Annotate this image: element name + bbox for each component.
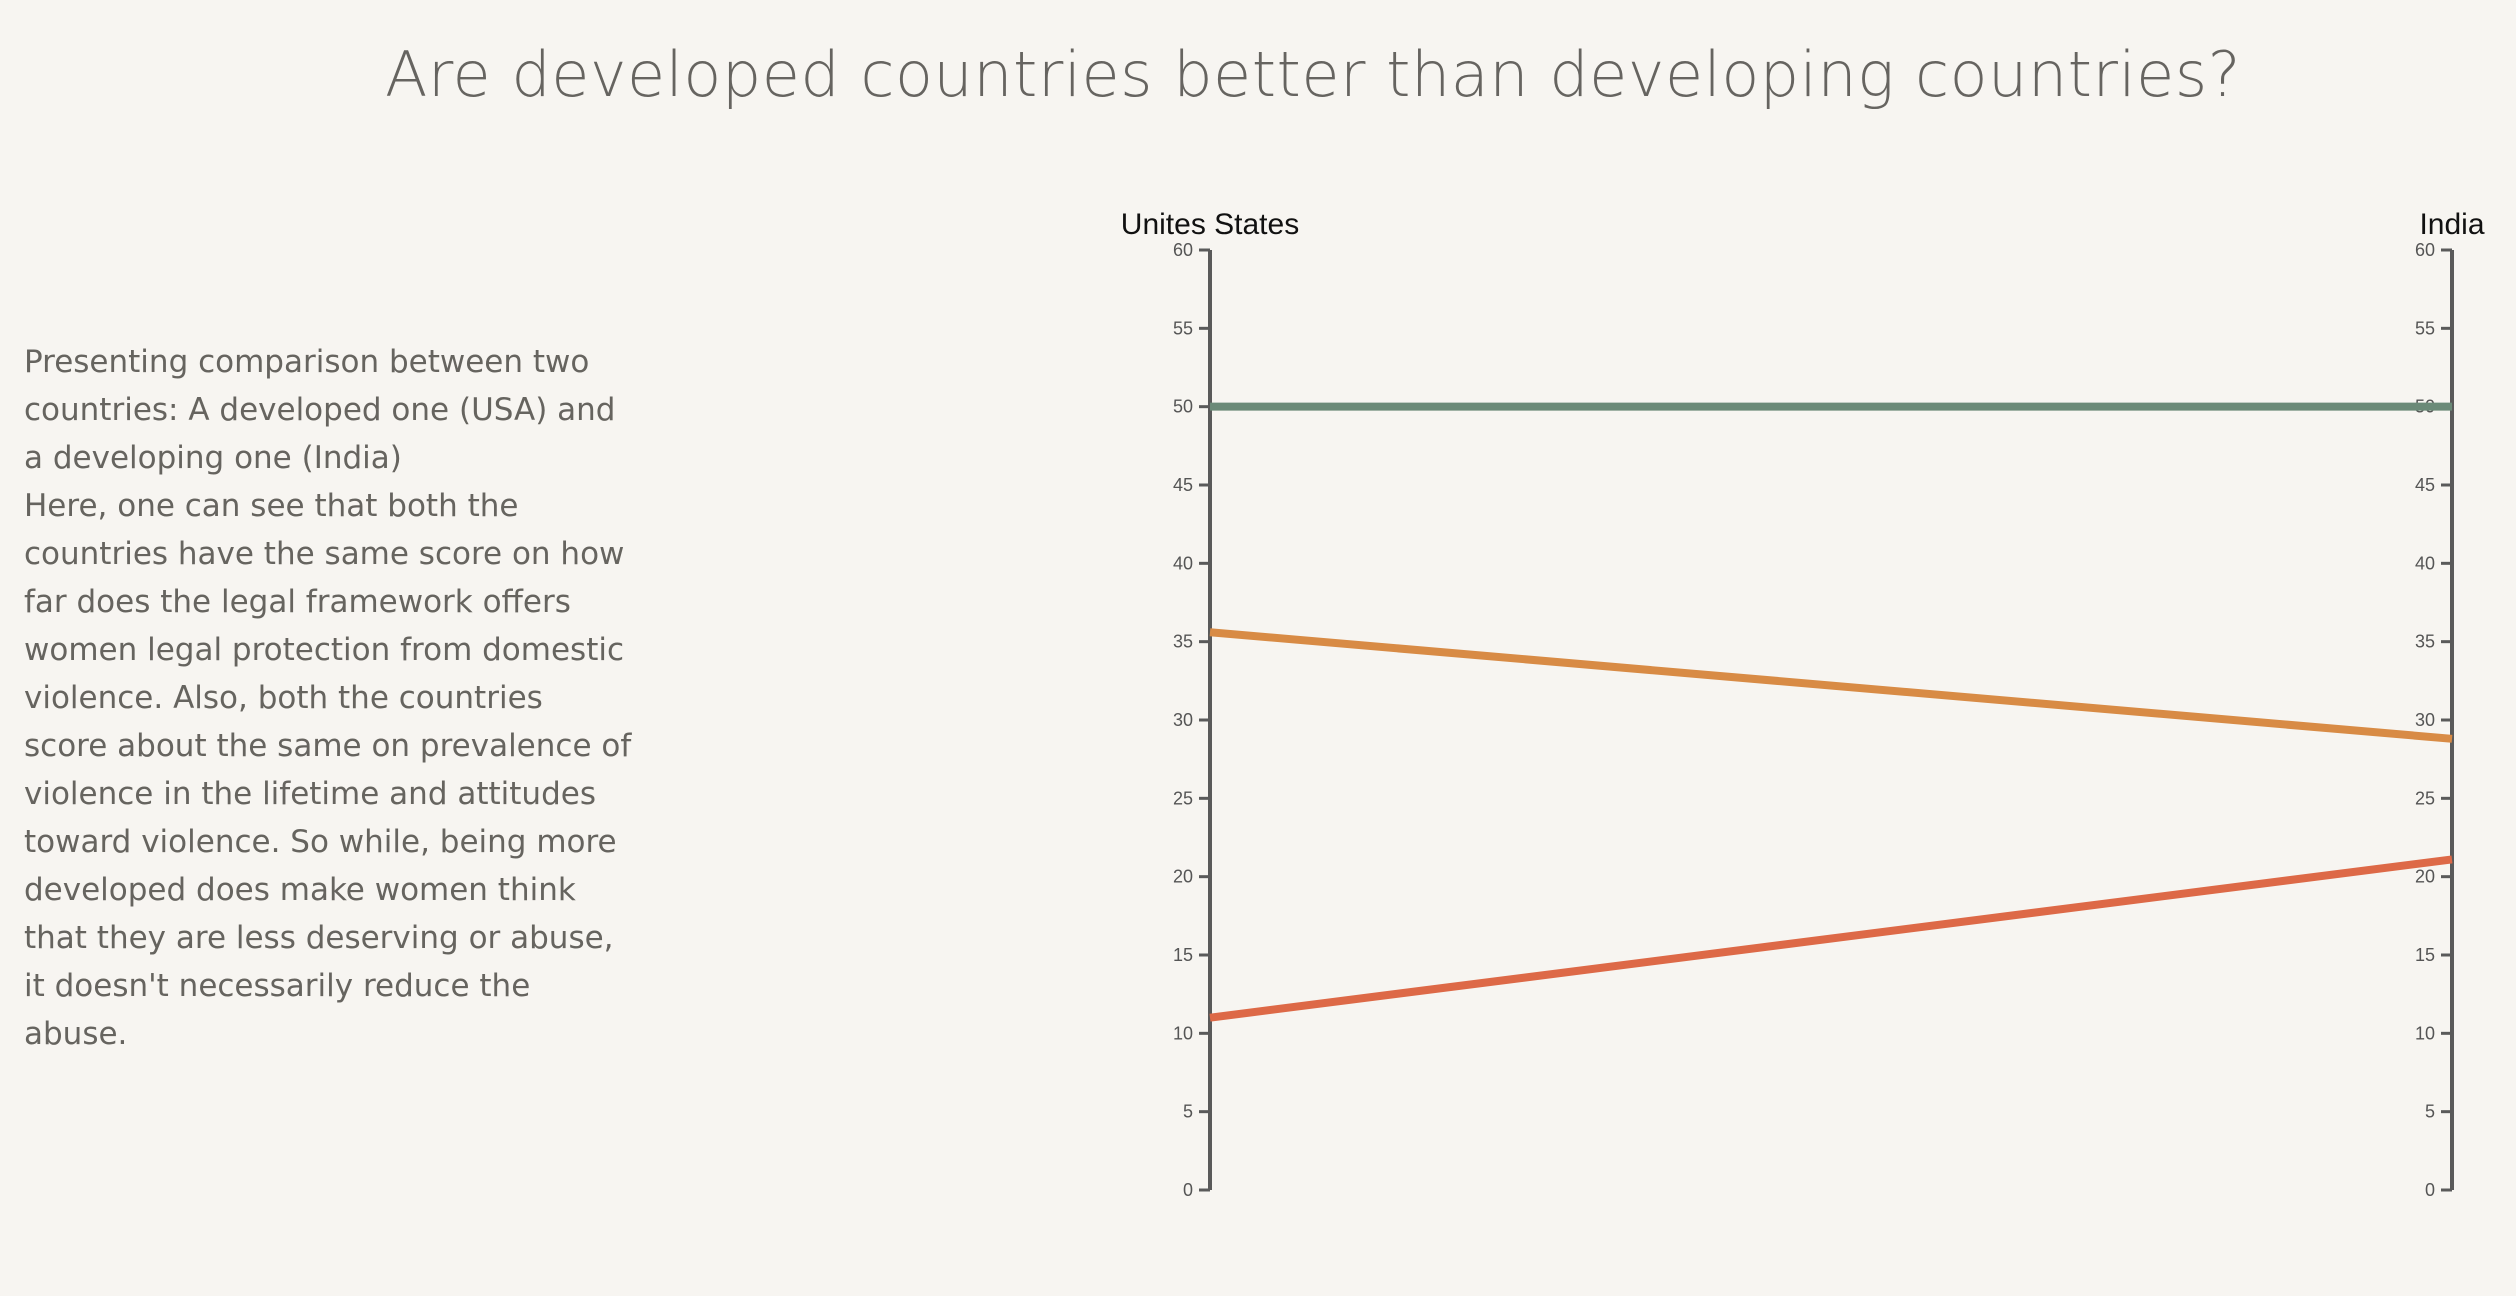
tick-label-left: 60 <box>1173 240 1193 260</box>
description: Presenting comparison between two countr… <box>24 338 634 1058</box>
tick-label-right: 5 <box>2425 1102 2435 1122</box>
tick-label-right: 55 <box>2415 318 2435 338</box>
tick-label-left: 55 <box>1173 318 1193 338</box>
tick-label-right: 60 <box>2415 240 2435 260</box>
tick-label-left: 5 <box>1183 1102 1193 1122</box>
tick-label-left: 25 <box>1173 788 1193 808</box>
tick-label-left: 15 <box>1173 945 1193 965</box>
tick-label-right: 30 <box>2415 710 2435 730</box>
series-line-2 <box>1209 628 2453 743</box>
tick-label-left: 20 <box>1173 867 1193 887</box>
axis-title-right: India <box>2419 208 2484 241</box>
description-intro: Presenting comparison between two countr… <box>24 344 616 476</box>
tick-label-left: 35 <box>1173 632 1193 652</box>
tick-label-right: 15 <box>2415 945 2435 965</box>
tick-label-left: 40 <box>1173 553 1193 573</box>
tick-label-left: 0 <box>1183 1180 1193 1200</box>
series-line-3 <box>1209 855 2453 1022</box>
tick-label-left: 45 <box>1173 475 1193 495</box>
tick-label-right: 0 <box>2425 1180 2435 1200</box>
tick-label-left: 50 <box>1173 397 1193 417</box>
axis-title-left: Unites States <box>1121 208 1299 241</box>
tick-label-right: 10 <box>2415 1023 2435 1043</box>
tick-label-left: 10 <box>1173 1023 1193 1043</box>
tick-label-left: 30 <box>1173 710 1193 730</box>
page-title: Are developed countries better than deve… <box>384 38 2242 111</box>
tick-label-right: 35 <box>2415 632 2435 652</box>
tick-label-right: 45 <box>2415 475 2435 495</box>
tick-label-right: 20 <box>2415 867 2435 887</box>
description-body: Here, one can see that both the countrie… <box>24 488 632 1052</box>
tick-label-right: 40 <box>2415 553 2435 573</box>
tick-label-right: 25 <box>2415 788 2435 808</box>
